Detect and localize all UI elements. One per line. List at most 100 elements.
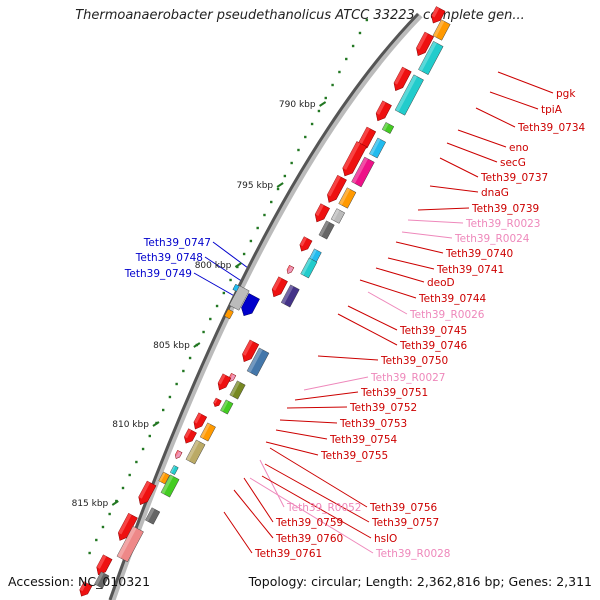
topology-text: Topology: circular; Length: 2,362,816 bp… [248, 574, 592, 589]
gene-arrow [314, 203, 330, 223]
gene-block [280, 284, 300, 308]
gene-block [418, 41, 444, 75]
gene-label: Teth39_R0026 [409, 309, 485, 321]
leader-line [279, 419, 338, 424]
gene-label: Teth39_0740 [445, 248, 513, 260]
gene-block [185, 439, 206, 465]
scale-dot [128, 473, 131, 477]
leader-line [212, 241, 249, 269]
gene-arrow [118, 512, 138, 541]
leader-line [429, 185, 479, 193]
gene-arrow [342, 141, 367, 177]
gene-label: Teth39_0752 [349, 402, 417, 414]
gene-label: Teth39_R0023 [465, 218, 541, 230]
gene-arrow [393, 66, 412, 91]
gene-block [369, 137, 386, 159]
gene-arrow [416, 31, 435, 56]
scale-dot [270, 200, 273, 204]
gene-label: eno [509, 142, 529, 154]
gene-block [169, 465, 179, 475]
tick-mark [319, 101, 327, 107]
gene-label: Teth39_0753 [339, 418, 407, 430]
leader-line [446, 142, 498, 163]
tick-label: 800 kbp [195, 261, 232, 271]
scale-dot [324, 96, 327, 100]
scale-dot [242, 252, 246, 256]
gene-label: Teth39_0751 [360, 387, 428, 399]
gene-label: Teth39_R0028 [375, 548, 451, 560]
accession-text: Accession: NC_010321 [8, 574, 151, 589]
scale-dot [236, 265, 239, 269]
scale-dot [276, 187, 280, 191]
gene-label: Teth39_0748 [135, 252, 203, 264]
label-leader-lines [193, 71, 554, 554]
scale-dot [304, 135, 307, 139]
leader-line [395, 241, 444, 254]
gene-block [246, 347, 270, 377]
tick-label: 795 kbp [236, 181, 273, 191]
tick-label: 815 kbp [72, 499, 109, 509]
gene-block [220, 399, 234, 415]
leader-line [223, 511, 253, 554]
tick-label: 810 kbp [112, 420, 149, 430]
gene-block [338, 187, 357, 209]
gene-arrow [174, 449, 183, 459]
leader-line [347, 305, 398, 331]
gene-label: Teth39_0739 [471, 203, 539, 215]
gene-label: secG [500, 157, 526, 169]
scale-dot [168, 395, 172, 399]
leader-line [294, 391, 359, 401]
leader-line [367, 291, 408, 315]
leader-line [407, 219, 464, 224]
gene-label: Teth39_0747 [143, 237, 211, 249]
scale-dot [365, 18, 369, 22]
gene-block [199, 422, 216, 442]
scale-dot [135, 460, 138, 464]
leader-line [259, 459, 285, 508]
gene-label: Teth39_0756 [369, 502, 438, 514]
scale-dot [148, 434, 151, 438]
scale-dot [141, 447, 145, 451]
gene-block [158, 471, 170, 485]
gene-block [224, 308, 234, 320]
gene-arrow [431, 6, 446, 24]
gene-label: Teth39_0760 [275, 533, 343, 545]
gene-label: Teth39_0737 [480, 172, 548, 184]
leader-line [204, 256, 247, 285]
scale-dot [175, 382, 178, 386]
tick-mark [276, 182, 284, 188]
gene-block [330, 208, 345, 224]
leader-line [249, 477, 374, 554]
scale-dot [222, 291, 226, 295]
leader-line [457, 129, 507, 148]
gene-label: Teth39_0746 [399, 340, 468, 352]
scale-dot [358, 31, 362, 35]
scale-dot [202, 330, 205, 334]
leader-line [275, 429, 328, 440]
gene-label: Teth39_0759 [275, 517, 343, 529]
leader-line [269, 447, 368, 508]
gene-block [228, 285, 250, 311]
gene-features [79, 6, 451, 597]
scale-dot [256, 226, 259, 230]
gene-arrow [299, 236, 313, 252]
leader-line [265, 441, 319, 456]
scale-dot [345, 57, 348, 61]
scale-dot [215, 304, 219, 308]
gene-block [116, 525, 144, 563]
gene-arrow [213, 397, 222, 407]
scale-dot [161, 408, 165, 412]
gene-label: Teth39_0757 [371, 517, 439, 529]
scale-dot [182, 369, 185, 373]
scale-dot [95, 538, 98, 542]
scale-dot [338, 70, 341, 74]
scale-dot [297, 148, 300, 152]
leader-line [489, 91, 539, 110]
scale-dot [88, 551, 91, 555]
scale-dot [101, 525, 105, 529]
gene-label: Teth39_0744 [418, 293, 487, 305]
gene-label: Teth39_0761 [254, 548, 322, 560]
tick-mark [234, 262, 242, 268]
gene-block [300, 257, 318, 279]
leader-line [243, 477, 274, 523]
